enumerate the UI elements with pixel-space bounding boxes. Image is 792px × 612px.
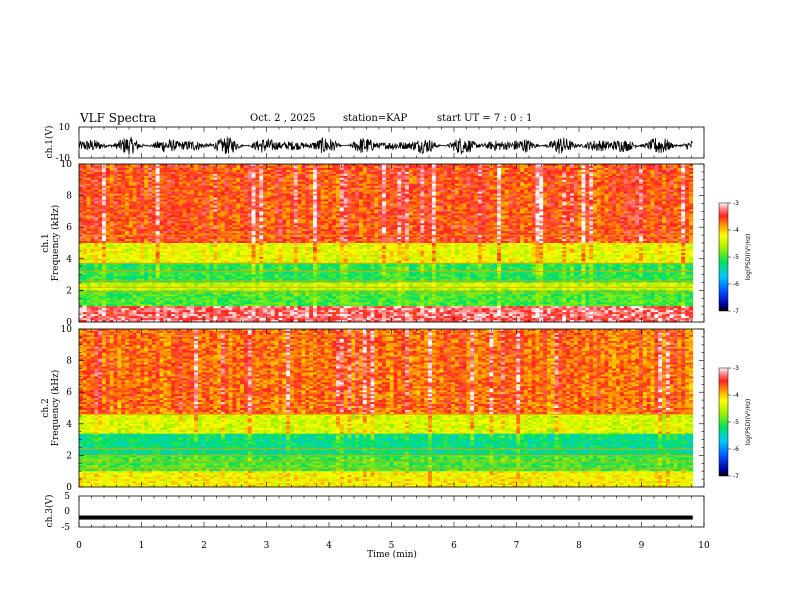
vlf-figure: 10 -10 ch.1(V) 0246810 ch.1 Frequency (k…: [0, 0, 792, 612]
ch1-waveform-panel: 10 -10 ch.1(V): [44, 123, 704, 164]
ch1-ylabel: ch.1(V): [44, 126, 55, 159]
ch1-ytick-label: 10: [59, 123, 71, 133]
ch1-spectrogram-image: [79, 164, 704, 322]
